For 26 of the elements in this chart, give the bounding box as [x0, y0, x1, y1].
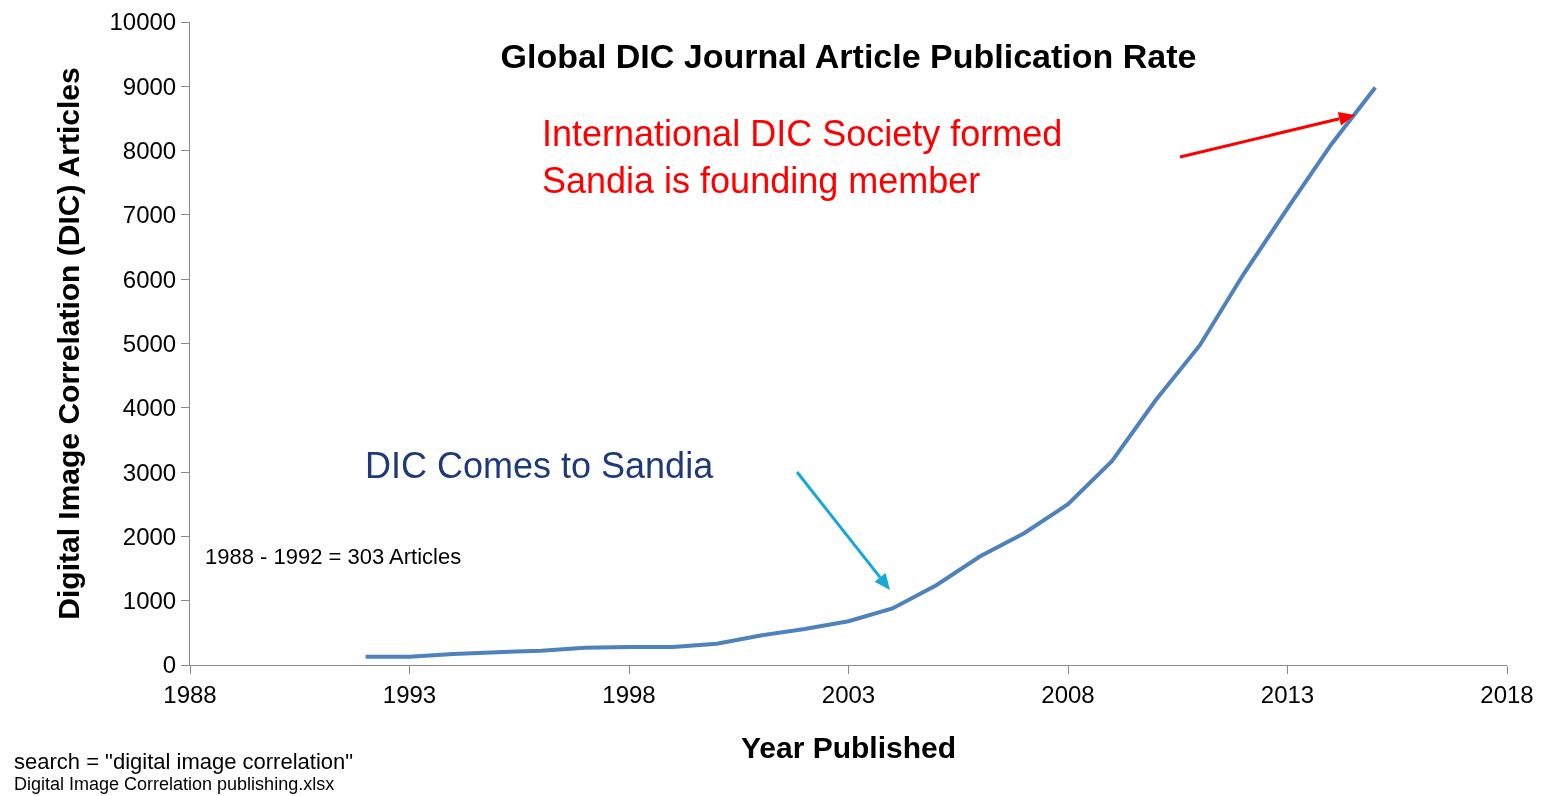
y-tick-label: 6000 [122, 265, 177, 293]
x-axis-title: Year Published [740, 731, 957, 765]
y-tick-label: 0 [162, 651, 177, 679]
text: search = "digital image correlation" [14, 749, 354, 774]
x-tick-label: 1993 [382, 680, 437, 708]
y-tick-label: 3000 [122, 458, 177, 486]
x-tick-label: 2013 [1260, 680, 1315, 708]
x-tick-label: 1998 [602, 680, 656, 708]
x-tick-label: 2008 [1041, 680, 1095, 708]
y-tick-label: 10000 [109, 8, 177, 36]
y-tick-label: 9000 [122, 72, 177, 100]
x-tick-label: 2018 [1480, 680, 1534, 708]
x-tick-label: 1988 [163, 680, 217, 708]
y-axis-title: Digital Image Correlation (DIC) Articles [52, 67, 86, 620]
y-tick-label: 8000 [122, 137, 177, 164]
y-tick-label: 7000 [122, 201, 177, 229]
chart-title: Global DIC Journal Article Publication Rate [500, 36, 1197, 75]
y-tick-label: 4000 [122, 394, 177, 422]
annotation: International DIC Society formed Sandia is founding member [542, 113, 1063, 201]
annotation: DIC Comes to Sandia [365, 445, 715, 486]
y-tick-label: 1000 [122, 587, 177, 615]
annotation: 1988 - 1992 = 303 Articles [205, 544, 462, 569]
y-tick-label: 5000 [122, 329, 177, 357]
x-tick-label: 2003 [821, 680, 876, 708]
y-tick-label: 2000 [122, 522, 177, 550]
text: Digital Image Correlation publishing.xlsx [14, 774, 335, 794]
